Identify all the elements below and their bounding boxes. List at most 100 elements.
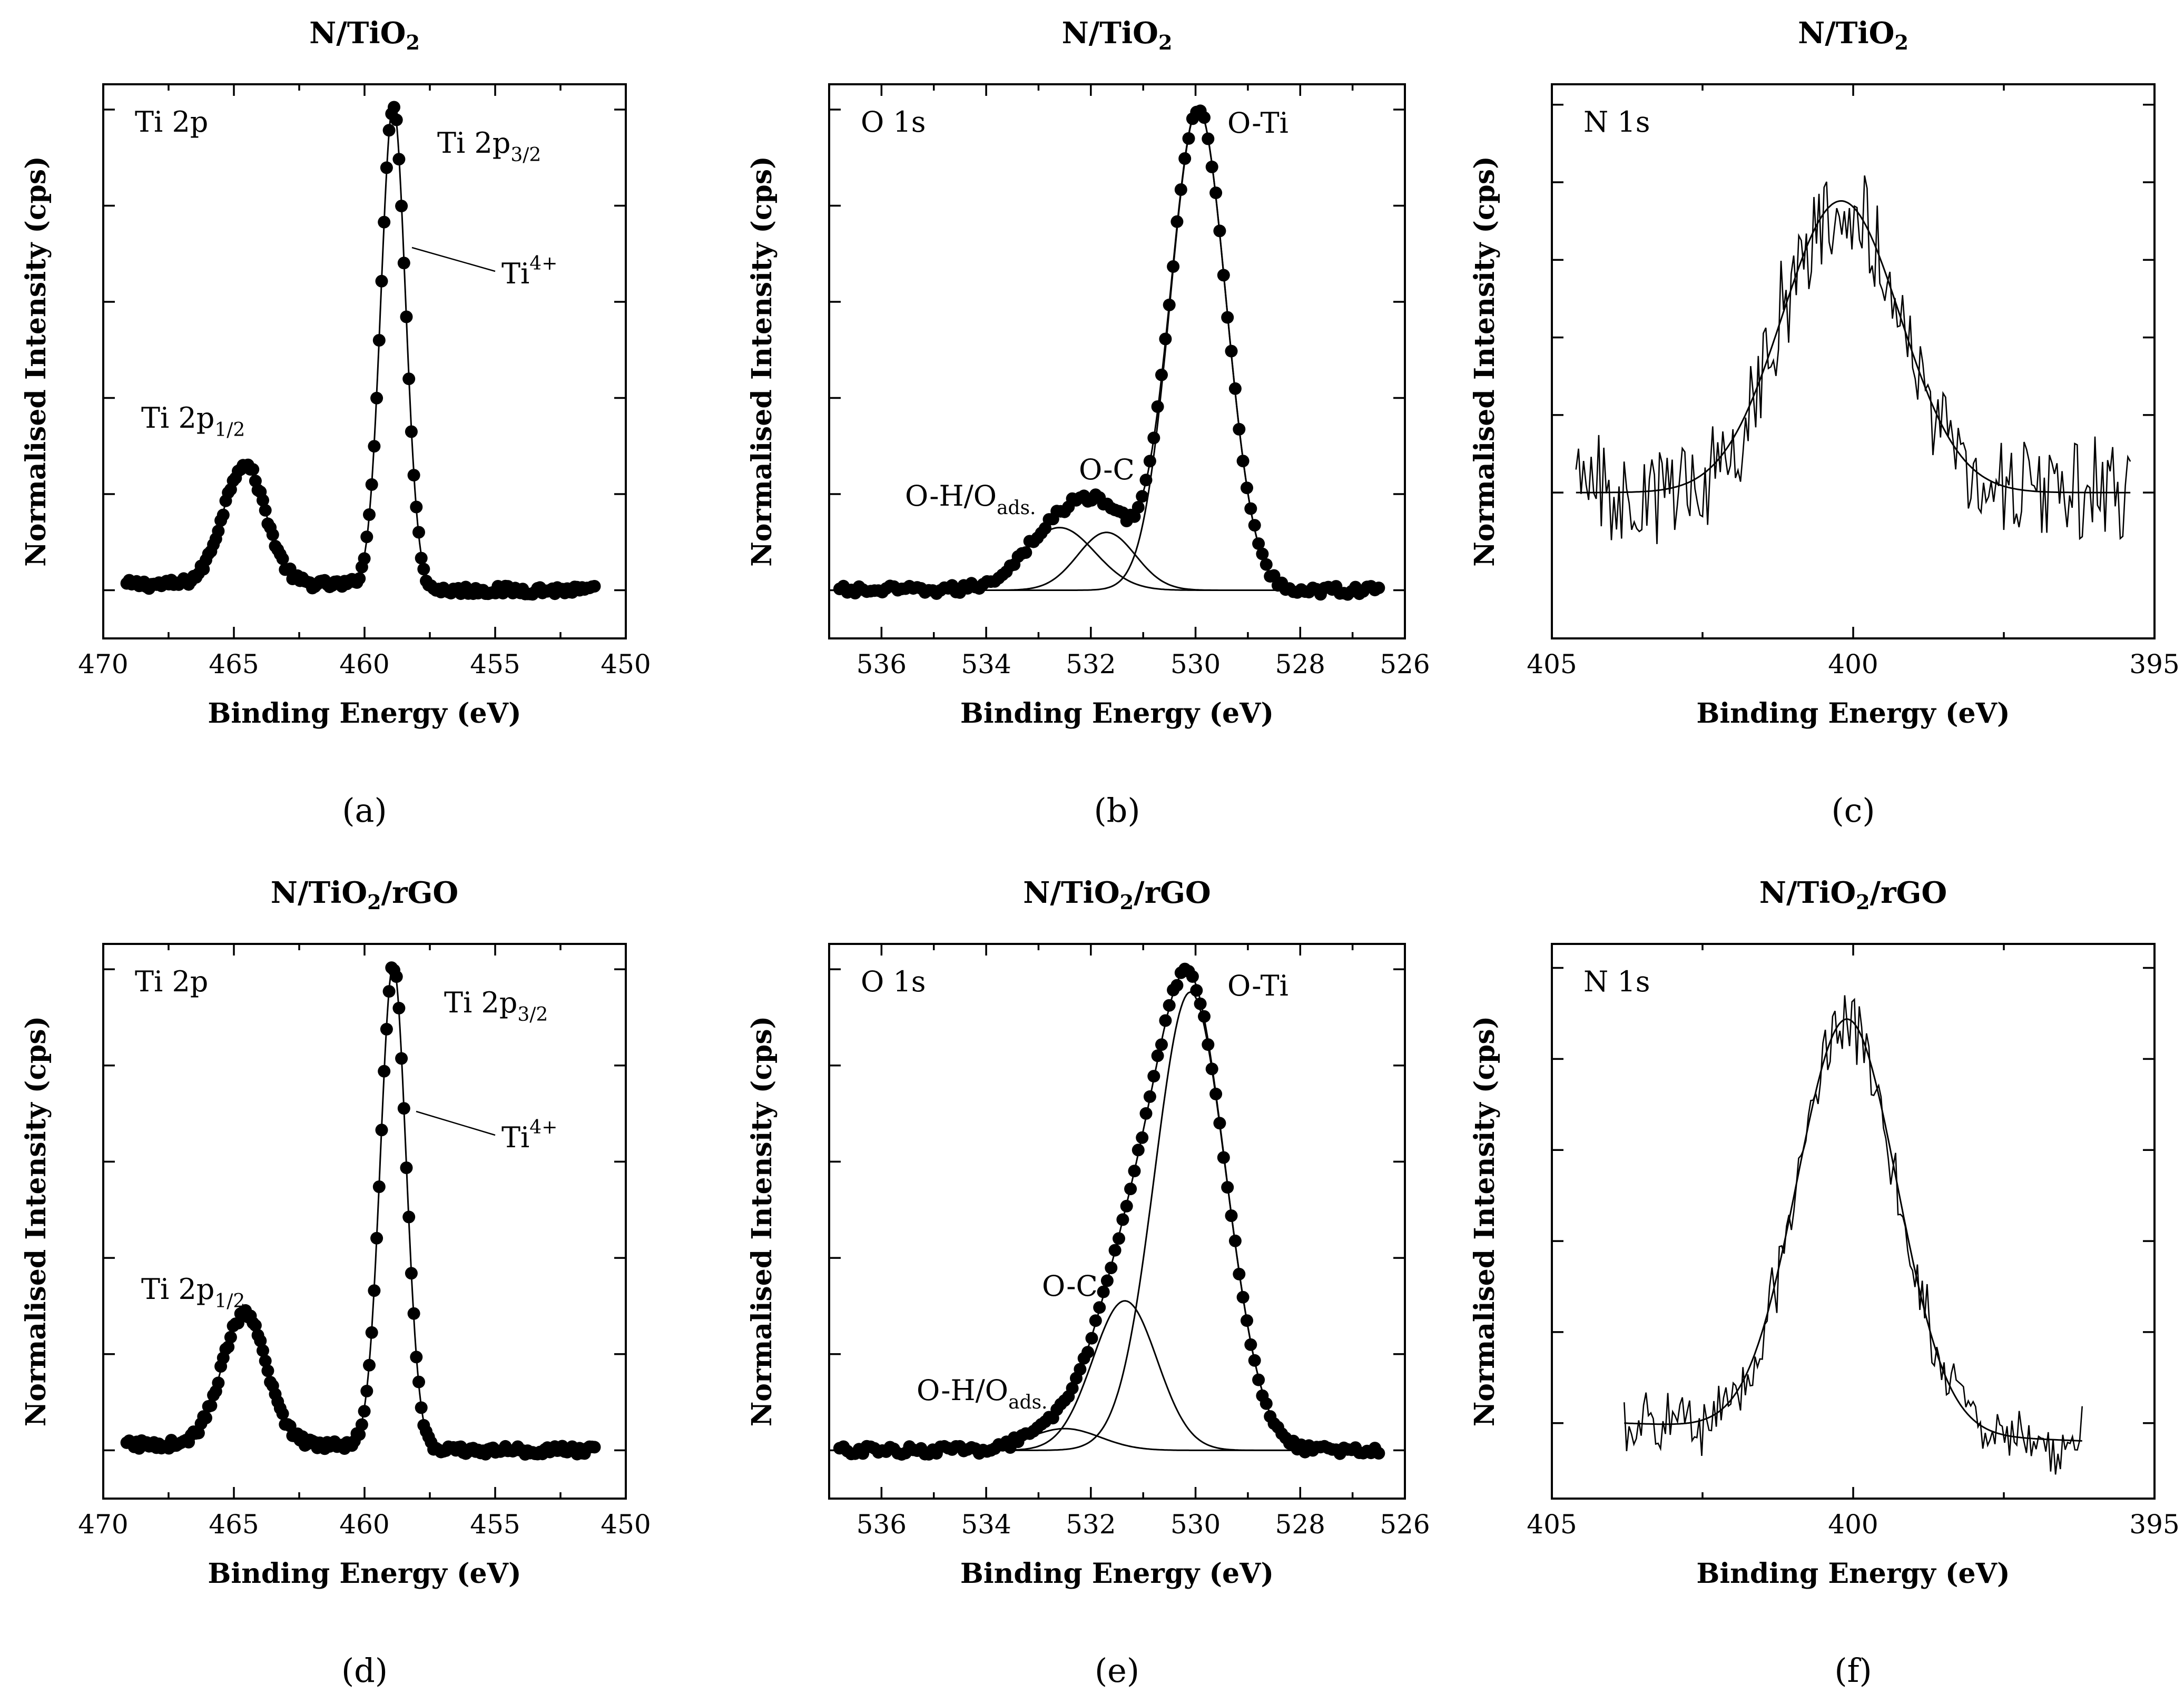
data-point <box>1128 1165 1141 1178</box>
data-point <box>212 1376 225 1390</box>
data-point <box>1256 547 1269 560</box>
x-tick-label: 395 <box>2129 649 2179 679</box>
data-point <box>588 1441 601 1454</box>
peak-annotation: Ti4+ <box>501 253 557 290</box>
x-tick-label: 536 <box>857 1509 907 1540</box>
data-point <box>247 463 260 476</box>
x-axis-label: Binding Energy (eV) <box>960 1558 1274 1590</box>
x-tick-label: 465 <box>209 649 259 679</box>
x-tick-label: 450 <box>601 649 651 679</box>
component-fit-line <box>839 107 1379 591</box>
data-point <box>249 1319 262 1332</box>
data-point <box>363 1358 376 1372</box>
data-point <box>217 508 230 521</box>
panel-letter: (b) <box>1094 791 1140 830</box>
panel-title-subscript: 2 <box>406 31 419 54</box>
data-point <box>415 1401 428 1414</box>
data-point <box>257 1344 269 1357</box>
panel-title-suffix: /rGO <box>1134 875 1211 910</box>
data-point <box>368 440 381 453</box>
plot-frame <box>1551 83 2156 639</box>
data-point <box>375 1124 388 1137</box>
x-tick-label: 405 <box>1527 649 1577 679</box>
data-point <box>382 985 396 998</box>
x-tick-label: 455 <box>470 649 520 679</box>
data-point <box>1372 1447 1385 1460</box>
data-point <box>1228 382 1242 395</box>
annotation-leader-line <box>416 1110 496 1136</box>
annotation-main: O-Ti <box>1227 106 1288 140</box>
panel-letter: (a) <box>342 791 387 830</box>
data-point <box>1139 1107 1153 1120</box>
data-point <box>1198 111 1211 124</box>
data-point <box>588 580 601 593</box>
panel-title: N/TiO2/rGO <box>1759 875 1947 914</box>
data-point <box>1241 481 1253 495</box>
data-point <box>1236 1291 1250 1304</box>
x-tick-label: 450 <box>601 1509 651 1540</box>
data-point <box>400 310 413 323</box>
annotation-subscript: 3/2 <box>510 144 541 166</box>
panel-title-main: N/TiO <box>309 16 406 51</box>
data-point <box>1209 1087 1223 1100</box>
data-point <box>266 528 279 541</box>
data-point <box>276 552 289 565</box>
x-tick-label: 400 <box>1828 649 1878 679</box>
annotation-main: Ti 2p <box>437 126 510 160</box>
data-point <box>1202 1038 1215 1051</box>
data-point <box>1019 546 1032 559</box>
peak-annotation: O-H/Oads. <box>905 479 1036 519</box>
x-axis-label: Binding Energy (eV) <box>960 697 1274 730</box>
annotation-subscript: ads. <box>997 497 1036 519</box>
region-label: O 1s <box>861 105 926 139</box>
x-tick-label: 536 <box>857 649 907 679</box>
data-point <box>358 1405 371 1418</box>
envelope-fit-line <box>126 104 595 591</box>
x-tick-label: 460 <box>339 1509 389 1540</box>
x-axis-label: Binding Energy (eV) <box>1696 697 2010 730</box>
annotation-subscript: 3/2 <box>517 1004 548 1026</box>
x-tick-label: 460 <box>339 649 389 679</box>
data-point <box>1093 1301 1106 1314</box>
data-point <box>370 1232 383 1245</box>
data-point <box>1194 997 1207 1010</box>
x-tick-label: 530 <box>1170 1509 1221 1540</box>
data-point <box>400 1161 413 1174</box>
data-point <box>370 391 383 405</box>
y-axis-label: Normalised Intensity (cps) <box>20 156 52 567</box>
measured-spectrum-line <box>1624 995 2083 1475</box>
plot-frame <box>828 943 1406 1500</box>
data-point <box>259 1354 272 1367</box>
data-point <box>1151 400 1164 413</box>
panel-title-subscript: 2 <box>1856 890 1870 914</box>
annotation-main: Ti 2p <box>141 401 214 435</box>
data-point <box>355 1418 368 1431</box>
annotation-superscript: 4+ <box>529 1117 557 1138</box>
annotation-main: O-Ti <box>1227 969 1288 1002</box>
data-point <box>1159 1014 1172 1027</box>
data-point <box>1217 269 1230 282</box>
data-point <box>1236 455 1250 468</box>
panel-title-main: N/TiO <box>1023 875 1119 910</box>
x-axis-label: Binding Energy (eV) <box>208 1558 521 1590</box>
data-point <box>1244 502 1257 515</box>
y-axis-label: Normalised Intensity (cps) <box>746 1016 778 1427</box>
data-point <box>1198 1010 1211 1023</box>
data-point <box>222 1341 235 1354</box>
data-point <box>1143 1090 1156 1103</box>
plot-frame <box>828 83 1406 639</box>
data-point <box>1209 186 1223 200</box>
x-tick-label: 532 <box>1066 1509 1116 1540</box>
x-tick-label: 395 <box>2129 1509 2179 1540</box>
data-point <box>407 1307 420 1320</box>
x-tick-label: 534 <box>961 649 1011 679</box>
data-point <box>1124 1183 1137 1196</box>
x-tick-label: 455 <box>470 1509 520 1540</box>
data-point <box>254 1334 267 1347</box>
data-point <box>382 124 396 137</box>
data-point <box>372 1180 386 1193</box>
panel-title: N/TiO2/rGO <box>271 875 458 914</box>
data-point <box>415 551 428 565</box>
panel-title: N/TiO2 <box>309 16 420 54</box>
annotation-main: Ti 2p <box>141 1273 214 1306</box>
